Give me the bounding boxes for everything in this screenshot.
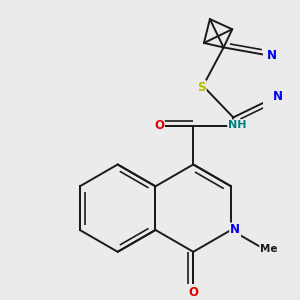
Text: O: O bbox=[188, 286, 198, 299]
Text: O: O bbox=[154, 119, 164, 132]
Text: Me: Me bbox=[260, 244, 278, 254]
Text: N: N bbox=[230, 224, 240, 236]
Text: NH: NH bbox=[228, 120, 247, 130]
Text: N: N bbox=[266, 49, 276, 62]
Text: N: N bbox=[272, 90, 282, 103]
Text: S: S bbox=[197, 81, 206, 94]
